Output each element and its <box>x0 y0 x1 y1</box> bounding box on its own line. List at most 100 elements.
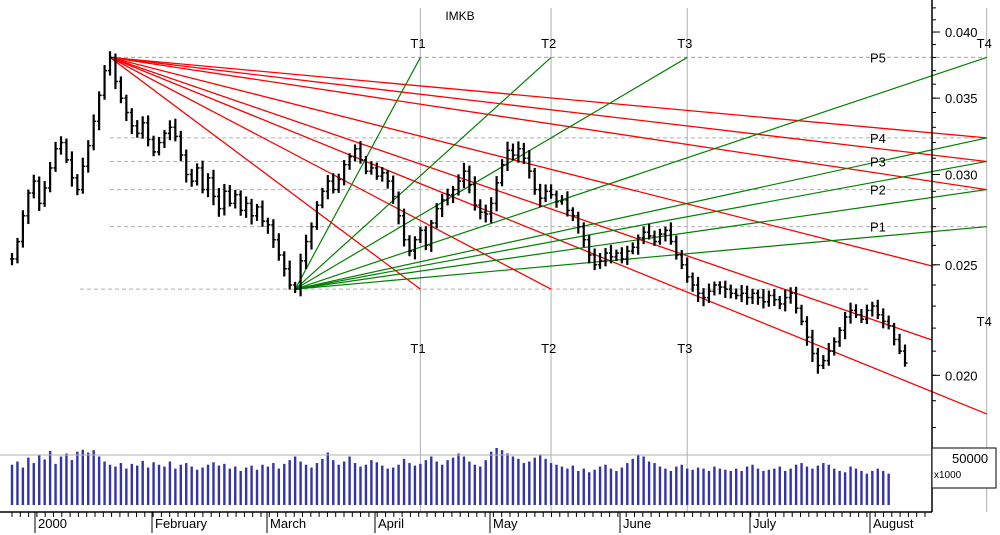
volume-bar <box>789 468 792 505</box>
volume-bar <box>827 464 830 505</box>
volume-bar <box>435 461 438 505</box>
volume-bar <box>582 468 585 505</box>
month-label: April <box>378 516 404 531</box>
volume-bar <box>843 472 847 505</box>
volume-bar <box>811 468 814 505</box>
volume-bar <box>522 463 526 505</box>
volume-bar <box>21 467 25 505</box>
volume-bar <box>484 460 487 505</box>
volume-bar <box>326 452 330 505</box>
volume-bar <box>631 458 634 505</box>
volume-bar <box>370 460 373 505</box>
volume-bar <box>381 465 384 505</box>
volume-bar <box>157 464 161 505</box>
price-bars <box>10 51 908 374</box>
volume-bar <box>386 468 389 505</box>
volume-bar <box>119 463 123 505</box>
labels: IMKB 50000 x1000 0.040 0.035 0.030 0.025 0.0… <box>38 9 992 531</box>
volume-bar <box>125 468 128 505</box>
y-tick-label: 0.030 <box>945 167 978 182</box>
volume-bar <box>489 451 493 505</box>
volume-bar <box>59 456 63 505</box>
y-tick-label: 0.025 <box>945 258 978 273</box>
volume-bar <box>577 470 580 505</box>
volume-bar <box>647 461 651 505</box>
volume-bar <box>822 463 825 505</box>
volume-bar <box>457 453 460 505</box>
volume-bar <box>816 465 820 505</box>
volume-bar <box>212 462 215 505</box>
price-level-label: P1 <box>870 220 886 235</box>
volume-bar <box>244 467 248 505</box>
volume-bar <box>337 464 340 505</box>
green-fan-line <box>294 56 688 290</box>
volume-bar <box>97 456 101 505</box>
volume-bar <box>838 470 841 505</box>
month-label: June <box>623 516 651 531</box>
volume-bar <box>108 464 112 505</box>
y-tick-label: 0.020 <box>945 368 978 383</box>
volume-bar <box>794 464 798 505</box>
volume-bar <box>571 465 575 505</box>
time-marker-bottom-label: T3 <box>677 341 692 356</box>
price-level-label: P2 <box>870 183 886 198</box>
volume-bar <box>778 466 781 505</box>
volume-bar <box>735 468 738 505</box>
price-level-label: P3 <box>870 154 886 169</box>
volume-bar <box>506 453 509 505</box>
volume-bar <box>724 469 727 505</box>
volume-bar <box>185 463 188 505</box>
volume-bar <box>538 454 542 505</box>
y-tick-label: 0.040 <box>945 25 978 40</box>
volume-bar <box>479 466 482 505</box>
volume-bar <box>636 454 640 505</box>
volume-bar <box>664 468 667 505</box>
volume-bar <box>833 468 836 505</box>
volume-bar <box>283 463 286 505</box>
volume-bar <box>609 468 613 505</box>
volume-bar <box>756 468 760 505</box>
volume-bar <box>517 458 520 505</box>
volume-bar <box>38 454 41 505</box>
red-fan-line <box>109 56 987 191</box>
y-tick-label: 0.035 <box>945 91 978 106</box>
volume-bar <box>408 463 411 505</box>
volume-bar <box>277 468 281 505</box>
volume-bar <box>876 468 879 505</box>
volume-multiplier-label: x1000 <box>934 470 962 481</box>
volume-bar <box>642 456 645 505</box>
price-level-label: P5 <box>870 50 886 65</box>
volume-bar <box>419 463 422 505</box>
volume-bar <box>511 456 515 505</box>
volume-bar <box>114 466 117 505</box>
volume-bar <box>440 464 444 505</box>
red-fan-line <box>109 56 987 415</box>
green-fan-line <box>295 137 987 290</box>
green-fan-line <box>294 57 421 290</box>
month-label: May <box>493 516 518 531</box>
red-fan-line <box>109 56 987 139</box>
volume-bar <box>424 460 428 505</box>
volume-bar <box>288 460 291 505</box>
volume-bar <box>566 468 569 505</box>
volume-bar <box>784 470 787 505</box>
green-fan-line <box>294 56 552 290</box>
volume-bar <box>430 456 433 505</box>
volume-bar <box>773 468 776 505</box>
volume-bar <box>130 463 133 505</box>
volume-bar <box>304 464 308 505</box>
volume-bar <box>800 463 803 505</box>
volume-bar <box>364 464 368 505</box>
volume-bar <box>315 463 319 505</box>
volume-bar <box>882 470 885 505</box>
volume-bar <box>849 466 852 505</box>
volume-bar <box>658 466 662 505</box>
volume-bar <box>223 463 226 505</box>
red-fan-line <box>109 56 987 163</box>
volume-bar <box>10 464 14 505</box>
volume-bar <box>168 461 172 505</box>
volume-bar <box>495 448 498 505</box>
volume-bar <box>190 466 193 505</box>
volume-bar <box>500 450 504 505</box>
